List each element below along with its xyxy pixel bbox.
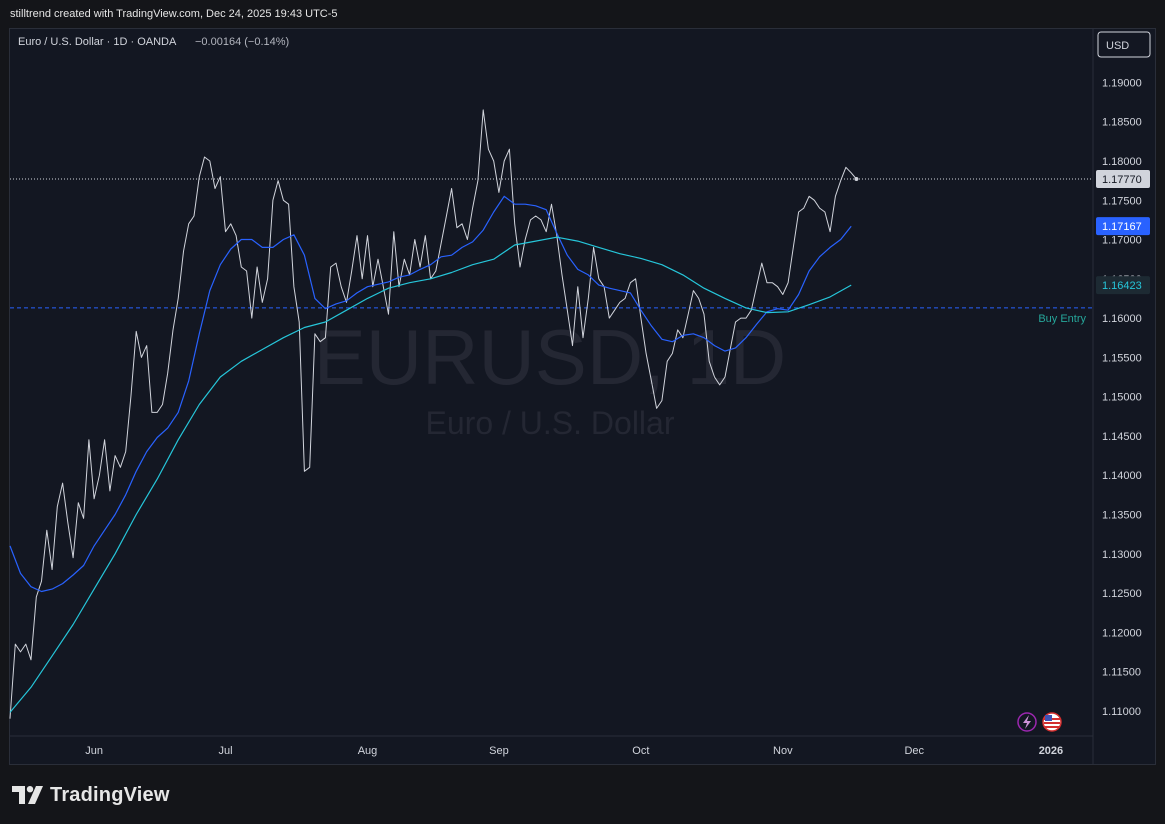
price-tick-label: 1.14500 [1102,431,1142,443]
credit-text: stilltrend created with TradingView.com,… [10,8,338,20]
time-tick-label: Nov [773,745,793,757]
watermark-symbol: EURUSD, 1D [314,313,786,401]
tradingview-logo-icon [12,786,43,804]
price-tick-label: 1.17000 [1102,235,1142,247]
price-tick-label: 1.15000 [1102,392,1142,404]
price-tick-label: 1.19000 [1102,77,1142,89]
price-tick-label: 1.11000 [1102,706,1141,718]
tradingview-logo[interactable]: TradingView [12,783,170,807]
price-tick-label: 1.15500 [1102,352,1142,364]
time-tick-label: Sep [489,745,509,757]
ma-slow-label [1096,276,1150,295]
chart-panel[interactable] [9,28,1156,765]
time-tick-label: Jul [219,745,233,757]
symbol-description[interactable]: Euro / U.S. Dollar · 1D · OANDA [18,36,177,48]
last-price-label [1096,170,1150,189]
price-tick-label: 1.18500 [1102,117,1142,129]
horizontal-lines: Buy Entry [10,178,1093,325]
ma-slow-line[interactable] [9,236,852,713]
time-tick-label: Oct [632,745,649,757]
price-tick-label: 1.12500 [1102,588,1142,600]
currency-button-label: USD [1106,40,1129,52]
time-tick-label: Dec [904,745,924,757]
lightning-icon[interactable] [1017,712,1037,732]
buy-entry-label: Buy Entry [1038,313,1086,325]
top-bar: stilltrend created with TradingView.com,… [0,0,1165,27]
price-tick-label: 1.11500 [1102,667,1141,679]
price-tick-label: 1.13000 [1102,549,1142,561]
ma-fast-label-text: 1.17167 [1102,221,1142,233]
watermark-description: Euro / U.S. Dollar [426,405,675,441]
ma-fast-line[interactable] [9,195,852,593]
ma-fast-label [1096,217,1150,236]
ma-slow-label-text: 1.16423 [1102,280,1142,292]
last-price-label-text: 1.17770 [1102,174,1142,186]
lightning-icon-glyph [1023,715,1031,729]
price-tick-label: 1.14000 [1102,470,1142,482]
last-price-dot [854,177,859,182]
time-tick-label: Aug [358,745,378,757]
time-tick-label: Jun [85,745,103,757]
series-layer [9,109,859,719]
price-tick-label: 1.13500 [1102,509,1142,521]
change-value: −0.00164 (−0.14%) [195,36,289,48]
price-line[interactable] [9,109,857,719]
tradingview-logo-text: TradingView [50,783,170,806]
currency-button[interactable] [1097,31,1151,58]
price-tick-label: 1.12000 [1102,627,1142,639]
us-flag-icon[interactable] [1042,712,1062,732]
price-tick-label: 1.17500 [1102,195,1142,207]
price-labels: 1.17770 1.17167 1.16423 [1096,170,1150,295]
price-tick-label: 1.16000 [1102,313,1142,325]
time-axis[interactable]: Jun Jul Aug Sep Oct Nov Dec 2026 [85,745,1063,757]
time-tick-label: 2026 [1039,745,1063,757]
price-tick-label: 1.18000 [1102,156,1142,168]
